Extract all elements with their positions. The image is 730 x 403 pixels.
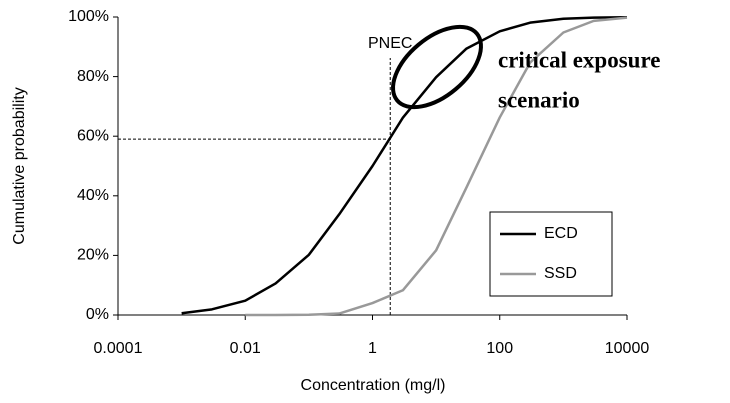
y-axis-title: Cumulative probability xyxy=(11,87,28,244)
y-tick-label: 60% xyxy=(77,127,109,144)
y-tick-label: 100% xyxy=(68,8,109,25)
legend: ECD SSD xyxy=(489,211,613,297)
highlight-ellipse xyxy=(391,24,483,110)
plot: 0% 20% 40% 60% 80% 100% 0.0001 0.01 1 100 10000 PNE… xyxy=(68,8,649,357)
x-tick-label: 0.0001 xyxy=(94,340,143,357)
x-axis-title: Concentration (mg/l) xyxy=(301,377,446,394)
x-tick-label: 10000 xyxy=(605,340,650,357)
pnec-label: PNEC xyxy=(368,35,412,52)
legend-box xyxy=(489,211,613,297)
x-tick-label: 100 xyxy=(486,340,513,357)
legend-label: ECD xyxy=(544,225,578,242)
y-tick-label: 40% xyxy=(77,187,109,204)
y-tick-label: 80% xyxy=(77,68,109,85)
series-line xyxy=(245,16,628,317)
x-tick-label: 1 xyxy=(368,340,377,357)
x-tick-label: 0.01 xyxy=(230,340,261,357)
y-tick-label: 0% xyxy=(86,306,109,323)
legend-label: SSD xyxy=(544,265,577,282)
annotation: scenario xyxy=(498,87,580,112)
series-line xyxy=(181,16,628,315)
y-tick-label: 20% xyxy=(77,247,109,264)
annotation: critical exposure xyxy=(498,47,660,72)
